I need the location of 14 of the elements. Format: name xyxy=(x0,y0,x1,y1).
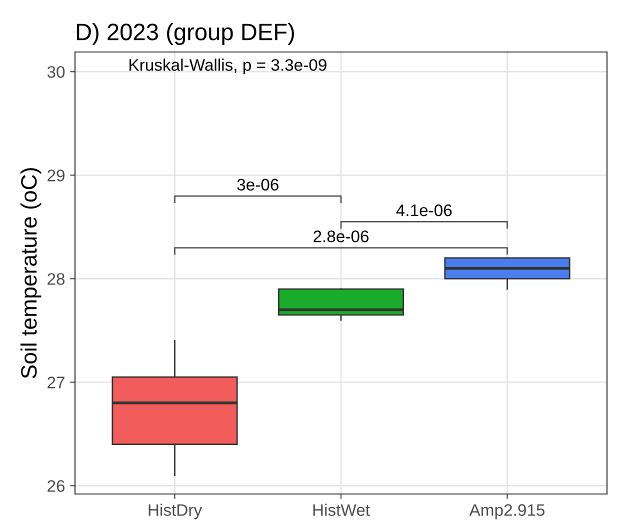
x-tick-label: HistWet xyxy=(313,504,370,516)
y-tick-label: 29 xyxy=(48,170,64,182)
chart-title: D) 2023 (group DEF) xyxy=(76,22,294,46)
y-tick-label: 27 xyxy=(48,376,64,388)
x-tick-label: Amp2.915 xyxy=(469,504,545,520)
x-tick-label: HistDry xyxy=(148,504,202,520)
annotation: 2.8e-06 xyxy=(314,230,369,242)
y-tick-label: 28 xyxy=(48,273,65,285)
y-tick-label: 26 xyxy=(48,480,65,492)
annotation: 4.1e-06 xyxy=(396,204,452,216)
annotation: 3e-06 xyxy=(237,178,278,191)
y-axis-title: Soil temperature (oC) xyxy=(20,168,42,378)
y-tick-label: 30 xyxy=(47,66,65,78)
annotation: Kruskal-Wallis, p = 3.3e-09 xyxy=(130,58,326,74)
